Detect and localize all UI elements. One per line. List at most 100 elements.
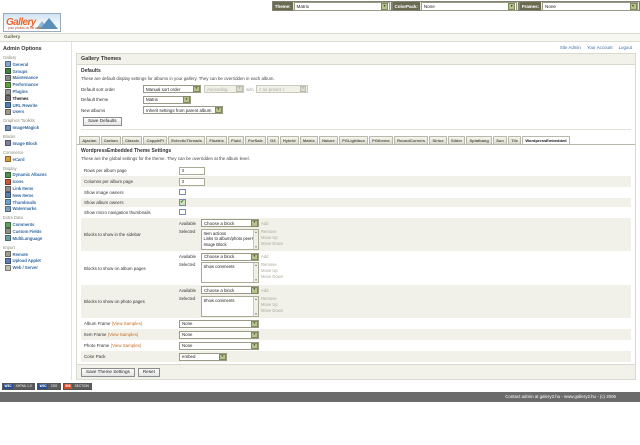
block-action-move-down[interactable]: Move Down xyxy=(261,274,284,279)
sidebar-item-general[interactable]: General xyxy=(3,61,69,68)
block-action-move-down[interactable]: Move Down xyxy=(261,307,284,313)
chevron-down-icon[interactable]: ▾ xyxy=(183,96,190,103)
save-defaults-button[interactable]: Save Defaults xyxy=(83,117,122,126)
block-action-remove[interactable]: Remove xyxy=(261,262,277,268)
scroll-up-icon[interactable]: ▴ xyxy=(255,296,257,301)
setting-checkbox[interactable]: ✔ xyxy=(179,199,186,206)
setting-text-input[interactable] xyxy=(179,166,205,175)
sidebar-item-custom-fields[interactable]: Custom Fields xyxy=(3,228,69,235)
sidebar-item-themes[interactable]: Themes xyxy=(3,95,69,102)
save-theme-settings-button[interactable]: Save Theme Settings xyxy=(81,367,135,377)
breadcrumb-gallery-link[interactable]: Gallery xyxy=(4,35,21,40)
gallery-logo[interactable]: Gallery your photos on the web xyxy=(3,13,61,32)
chevron-down-icon[interactable]: ▾ xyxy=(251,342,258,349)
tab-fluid[interactable]: Fluid xyxy=(227,136,244,144)
chevron-down-icon[interactable]: ▾ xyxy=(215,106,222,114)
view-samples-link[interactable]: (View Samples) xyxy=(111,321,143,327)
sidebar-item-imagemagick[interactable]: ImageMagick xyxy=(3,124,69,131)
sidebar-item-url-rewrite[interactable]: URL Rewrite xyxy=(3,102,69,109)
tab-eclecticthreads[interactable]: EclecticThreads xyxy=(168,136,206,144)
sidebar-item-icons[interactable]: Icons xyxy=(3,178,69,185)
chevron-down-icon[interactable]: ▾ xyxy=(251,320,258,327)
block-action-move-up[interactable]: Move Up xyxy=(261,234,278,240)
selected-blocks-listbox[interactable]: Show comments ▴ ▾ xyxy=(201,262,259,284)
sidebar-item-comments[interactable]: Comments xyxy=(3,221,69,228)
frame-select[interactable]: None ▾ xyxy=(179,330,259,339)
chevron-down-icon[interactable]: ▾ xyxy=(251,287,258,294)
chevron-down-icon[interactable]: ▾ xyxy=(251,220,258,227)
selected-blocks-listbox[interactable]: Show comments ▴ ▾ xyxy=(201,295,259,317)
block-action-remove[interactable]: Remove xyxy=(261,295,277,301)
reset-button[interactable]: Reset xyxy=(137,367,160,377)
setting-checkbox[interactable] xyxy=(179,208,186,216)
your-account-link[interactable]: Your Account xyxy=(586,45,613,50)
view-samples-link[interactable]: (View Samples) xyxy=(107,332,139,338)
sort-preset-select[interactable]: < no preset > ▾ xyxy=(255,85,308,93)
setting-checkbox[interactable] xyxy=(179,188,186,195)
tab-ajaxian[interactable]: Ajaxian xyxy=(79,136,100,144)
tab-hybrid[interactable]: Hybrid xyxy=(279,136,299,144)
sidebar-item-web-server[interactable]: Web / Server xyxy=(3,264,69,271)
block-action-remove[interactable]: Remove xyxy=(261,228,277,234)
scroll-down-icon[interactable]: ▾ xyxy=(255,278,257,283)
chevron-down-icon[interactable]: ▾ xyxy=(299,85,307,93)
selected-block-item[interactable]: Show comments xyxy=(203,297,235,303)
listbox-scrollbar[interactable]: ▴ ▾ xyxy=(253,296,258,316)
selected-block-item[interactable]: Links to album/photo peers xyxy=(203,236,254,242)
sidebar-item-image-block[interactable]: Image Block xyxy=(3,140,69,147)
new-albums-select[interactable]: Inherit settings from parent album ▾ xyxy=(143,106,223,114)
tab-slider[interactable]: Slider xyxy=(447,136,466,144)
sidebar-item-watermarks[interactable]: Watermarks xyxy=(3,205,69,213)
view-samples-link[interactable]: (View Samples) xyxy=(110,343,142,349)
chevron-down-icon[interactable]: ▾ xyxy=(629,2,637,10)
tab-carbon[interactable]: Carbon xyxy=(100,136,121,144)
toolbar-colorpack-select[interactable]: None ▾ xyxy=(420,1,517,11)
scroll-up-icon[interactable]: ▴ xyxy=(255,229,257,234)
tab-pgtheme[interactable]: PGtheme xyxy=(368,136,393,144)
sidebar-item-link-items[interactable]: Link Items xyxy=(3,185,69,192)
chevron-down-icon[interactable]: ▾ xyxy=(251,253,258,260)
logout-link[interactable]: Logout xyxy=(618,45,632,50)
tab-floatrix[interactable]: Floatrix xyxy=(206,136,227,144)
setting-text-input[interactable] xyxy=(179,177,205,186)
tab-copplepi[interactable]: CopplePi xyxy=(143,136,168,144)
block-action-move-up[interactable]: Move Up xyxy=(261,268,278,274)
tab-siriux[interactable]: Siriux xyxy=(429,136,447,144)
sidebar-item-performance[interactable]: Performance xyxy=(3,81,69,88)
add-block-button[interactable]: Add xyxy=(261,220,269,226)
selected-block-item[interactable]: Show comments xyxy=(203,264,235,270)
chevron-down-icon[interactable]: ▾ xyxy=(193,85,200,93)
validation-badge[interactable]: W3C XHTML 1.0 xyxy=(2,383,36,391)
sidebar-item-plugins[interactable]: Plugins xyxy=(3,88,69,95)
add-block-button[interactable]: Add xyxy=(261,254,269,260)
available-block-select[interactable]: Choose a block ▾ xyxy=(201,252,259,261)
sidebar-item-new-items[interactable]: New Items xyxy=(3,192,69,199)
sidebar-item-dynamic-albums[interactable]: Dynamic Albums xyxy=(3,171,69,179)
available-block-select[interactable]: Choose a block ▾ xyxy=(201,286,259,295)
selected-blocks-listbox[interactable]: Item actions Links to album/photo peers Im… xyxy=(201,228,259,250)
selected-block-item[interactable]: Item actions xyxy=(203,230,227,236)
tab-sun[interactable]: Sun xyxy=(493,136,507,144)
tab-matrix[interactable]: Matrix xyxy=(299,136,318,144)
validation-badge[interactable]: W3C CSS xyxy=(37,383,61,391)
sidebar-item-upload-applet[interactable]: Upload Applet xyxy=(3,257,69,264)
validation-badge[interactable]: 508 SECTION xyxy=(62,383,93,391)
toolbar-frames-select[interactable]: None ▾ xyxy=(542,1,638,11)
toolbar-theme-select[interactable]: Matrix ▾ xyxy=(293,1,390,11)
site-admin-link[interactable]: Site Admin xyxy=(559,45,581,50)
chevron-down-icon[interactable]: ▾ xyxy=(251,331,258,338)
sidebar-item-groups[interactable]: Groups xyxy=(3,68,69,75)
tab-roundcorners[interactable]: RoundCorners xyxy=(393,136,429,144)
tab-wordpressembedded[interactable]: WordpressEmbedded xyxy=(522,136,570,144)
sidebar-item-users[interactable]: Users xyxy=(3,108,69,115)
sidebar-item-thumbnails[interactable]: Thumbnails xyxy=(3,199,69,206)
tab-splatbang[interactable]: Splatbang xyxy=(466,136,493,144)
selected-block-item[interactable]: Image Block xyxy=(203,242,227,248)
chevron-down-icon[interactable]: ▾ xyxy=(236,85,243,93)
available-block-select[interactable]: Choose a block ▾ xyxy=(201,219,259,228)
add-block-button[interactable]: Add xyxy=(261,287,269,293)
listbox-scrollbar[interactable]: ▴ ▾ xyxy=(253,229,258,249)
tab-g3[interactable]: G3 xyxy=(266,136,279,144)
color-pack-select[interactable]: embed ▾ xyxy=(179,352,227,361)
default-theme-select[interactable]: Matrix ▾ xyxy=(143,95,191,104)
